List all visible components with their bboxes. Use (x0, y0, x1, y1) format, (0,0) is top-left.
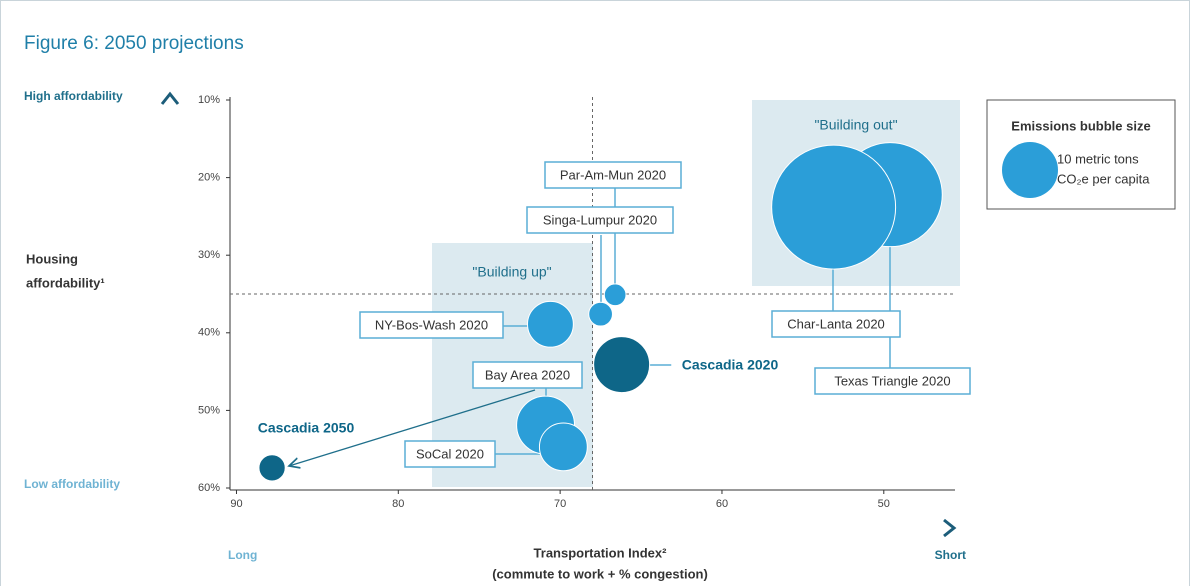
x-tick-label: 50 (878, 498, 890, 510)
point-label: Bay Area 2020 (485, 367, 570, 382)
point-label: Par-Am-Mun 2020 (560, 167, 666, 182)
label-box (247, 414, 365, 442)
bubble (588, 301, 613, 327)
label-box (814, 367, 971, 395)
x-tick-label: 60 (716, 498, 728, 510)
bubble (538, 422, 588, 472)
point-label: Texas Triangle 2020 (834, 373, 950, 388)
y-tick-label: 10% (198, 94, 220, 106)
y-axis-label: affordability¹ (26, 275, 105, 290)
legend-title: Emissions bubble size (1011, 118, 1150, 133)
y-tick-label: 40% (198, 327, 220, 339)
bubble (258, 454, 286, 482)
chart-title: Figure 6: 2050 projections (24, 33, 244, 54)
x-axis-label: (commute to work + % congestion) (492, 566, 708, 581)
label-box (671, 351, 789, 379)
x-arrow-head (943, 518, 957, 538)
point-label: Cascadia 2020 (682, 357, 779, 373)
y-tick-label: 60% (198, 482, 220, 494)
point-label: Char-Lanta 2020 (787, 316, 885, 331)
y-arrow-head (160, 91, 180, 105)
label-box (404, 440, 496, 468)
label-box (526, 206, 674, 234)
y-bottom-label: Low affordability (24, 477, 120, 491)
legend-bubble (1002, 142, 1058, 198)
x-right-label: Short (935, 548, 966, 562)
x-tick-label: 70 (554, 498, 566, 510)
point-label: Cascadia 2050 (258, 420, 355, 436)
y-axis-label: Housing (26, 251, 78, 266)
y-tick-label: 30% (198, 249, 220, 261)
x-axis-label: Transportation Index² (534, 545, 668, 560)
point-label: SoCal 2020 (416, 446, 484, 461)
label-box (472, 361, 583, 389)
label-box (359, 311, 504, 339)
x-tick-label: 80 (392, 498, 404, 510)
x-left-label: Long (228, 548, 257, 562)
legend-label: 10 metric tons (1057, 151, 1139, 166)
point-label: NY-Bos-Wash 2020 (375, 317, 488, 332)
annotation: "Building up" (472, 264, 551, 280)
bubble (527, 300, 574, 348)
y-top-label: High affordability (24, 89, 123, 103)
bubble (593, 336, 651, 394)
x-tick-label: 90 (230, 498, 242, 510)
annotation: "Building out" (814, 117, 897, 133)
bubble (771, 144, 897, 270)
legend-label: CO₂e per capita (1057, 171, 1150, 186)
point-label: Singa-Lumpur 2020 (543, 212, 657, 227)
label-box (771, 310, 901, 338)
label-box (544, 161, 682, 189)
y-tick-label: 20% (198, 172, 220, 184)
y-tick-label: 50% (198, 404, 220, 416)
bubble (603, 283, 627, 307)
projection-arrow (289, 389, 536, 466)
